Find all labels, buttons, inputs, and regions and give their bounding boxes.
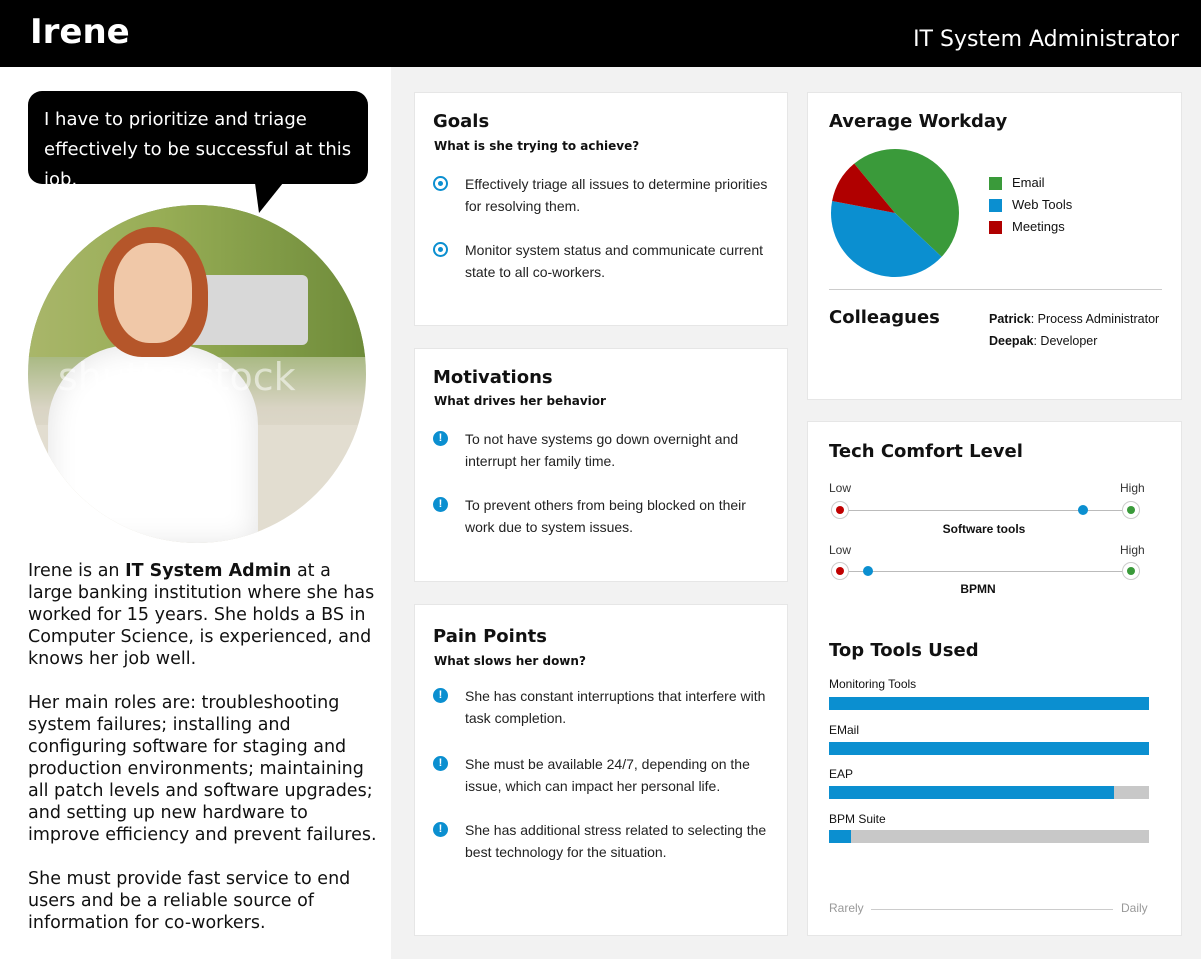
pain-points-title: Pain Points xyxy=(433,626,547,647)
tech-card: Tech Comfort Level Low High Software too… xyxy=(807,421,1182,936)
pain-points-card: Pain Points What slows her down? ! She h… xyxy=(414,604,788,936)
motivation-text: To prevent others from being blocked on … xyxy=(465,497,746,535)
bio-paragraph-2: Her main roles are: troubleshooting syst… xyxy=(28,693,377,845)
legend-swatch xyxy=(989,177,1002,190)
high-label: High xyxy=(1120,543,1145,557)
tool-label: BPM Suite xyxy=(829,812,886,826)
tool-usage-bar xyxy=(829,830,1149,843)
workday-card: Average Workday Email Web Tools Meetings… xyxy=(807,92,1182,400)
alert-icon: ! xyxy=(433,497,448,512)
persona-role: IT System Administrator xyxy=(913,27,1179,52)
high-endpoint-icon xyxy=(1122,501,1140,519)
tool-usage-bar xyxy=(829,697,1149,710)
goal-text: Effectively triage all issues to determi… xyxy=(465,176,768,214)
header-bar: Irene IT System Administrator xyxy=(0,0,1201,67)
quote-bubble: I have to prioritize and triage effectiv… xyxy=(28,91,368,190)
legend-label: Email xyxy=(1012,175,1045,190)
bio-text: Irene is an xyxy=(28,561,126,581)
low-label: Low xyxy=(829,481,852,495)
colleague-name: Deepak xyxy=(989,334,1034,348)
pain-point-text: She must be available 24/7, depending on… xyxy=(465,756,750,794)
tool-usage-bar xyxy=(829,786,1149,799)
legend-label: Web Tools xyxy=(1012,197,1073,212)
slider-label: BPMN xyxy=(960,582,996,596)
top-tools-title: Top Tools Used xyxy=(829,640,979,661)
tool-usage-fill xyxy=(829,742,1149,755)
pie-slice-web-tools xyxy=(831,201,942,277)
workday-title: Average Workday xyxy=(829,111,1008,132)
alert-icon: ! xyxy=(433,431,448,446)
divider xyxy=(829,289,1162,290)
tool-label: EMail xyxy=(829,723,860,737)
axis-rarely-label: Rarely xyxy=(829,901,864,915)
low-endpoint-icon xyxy=(831,562,849,580)
colleague-role: : Process Administrator xyxy=(1030,312,1160,326)
alert-icon: ! xyxy=(433,822,448,837)
pain-point-text: She has additional stress related to sel… xyxy=(465,822,767,860)
persona-name: Irene xyxy=(30,12,130,52)
slider-track xyxy=(848,510,1130,511)
colleague-item: Deepak: Developer xyxy=(989,334,1097,348)
legend-swatch xyxy=(989,199,1002,212)
tool-usage-fill xyxy=(829,786,1114,799)
alert-icon: ! xyxy=(433,756,448,771)
tool-label: EAP xyxy=(829,767,854,781)
alert-icon: ! xyxy=(433,688,448,703)
photo-shirt xyxy=(48,345,258,543)
tool-usage-fill xyxy=(829,830,852,843)
persona-photo: shutterstock xyxy=(28,205,366,543)
tool-usage-bar xyxy=(829,742,1149,755)
goal-text: Monitor system status and communicate cu… xyxy=(465,242,764,280)
target-icon xyxy=(433,242,448,257)
photo-watermark: shutterstock xyxy=(58,355,296,399)
bio-paragraph-1: Irene is an IT System Admin at a large b… xyxy=(28,560,378,670)
slider-label: Software tools xyxy=(942,522,1026,536)
low-label: Low xyxy=(829,543,852,557)
legend-swatch xyxy=(989,221,1002,234)
tool-usage-fill xyxy=(829,697,1149,710)
low-endpoint-icon xyxy=(831,501,849,519)
colleagues-title: Colleagues xyxy=(829,307,940,328)
slider-knob[interactable] xyxy=(863,566,874,576)
usage-axis-line xyxy=(871,909,1113,910)
goals-card: Goals What is she trying to achieve? Eff… xyxy=(414,92,788,326)
legend-label: Meetings xyxy=(1012,219,1065,234)
pie-slice-meetings xyxy=(832,163,895,213)
pain-points-subtitle: What slows her down? xyxy=(434,654,586,668)
motivations-title: Motivations xyxy=(433,367,553,388)
high-label: High xyxy=(1120,481,1145,495)
photo-printer xyxy=(188,275,308,345)
tool-label: Monitoring Tools xyxy=(829,677,917,691)
axis-daily-label: Daily xyxy=(1121,901,1148,915)
motivations-card: Motivations What drives her behavior ! T… xyxy=(414,348,788,582)
bio-highlight: IT System Admin xyxy=(125,561,292,581)
colleague-item: Patrick: Process Administrator xyxy=(989,312,1159,326)
goals-title: Goals xyxy=(433,111,490,132)
pie-slice-email xyxy=(854,149,959,257)
motivations-subtitle: What drives her behavior xyxy=(434,394,606,408)
high-endpoint-icon xyxy=(1122,562,1140,580)
target-icon xyxy=(433,176,448,191)
bio-paragraph-3: She must provide fast service to end use… xyxy=(28,869,351,933)
colleague-role: : Developer xyxy=(1033,334,1098,348)
colleague-name: Patrick xyxy=(989,312,1031,326)
left-column: I have to prioritize and triage effectiv… xyxy=(0,67,391,959)
bio-text: at a large banking institution where she… xyxy=(28,561,375,669)
goals-subtitle: What is she trying to achieve? xyxy=(434,139,640,153)
pain-point-text: She has constant interruptions that inte… xyxy=(465,688,766,726)
photo-face xyxy=(114,243,192,343)
workday-pie-chart xyxy=(831,149,959,277)
slider-knob[interactable] xyxy=(1077,505,1088,515)
motivation-text: To not have systems go down overnight an… xyxy=(465,431,739,469)
tech-comfort-title: Tech Comfort Level xyxy=(829,441,1023,462)
slider-track xyxy=(848,571,1130,572)
